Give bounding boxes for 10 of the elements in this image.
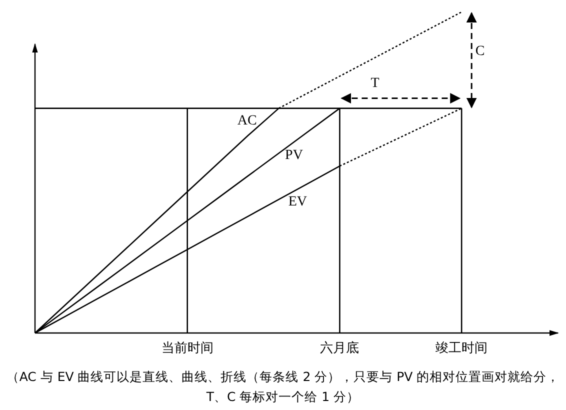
series-label: EV	[288, 194, 307, 210]
annotation: T	[370, 76, 380, 91]
text: T、C 每标对一个给 1 分）	[205, 389, 360, 404]
text: （AC 与 EV 曲线可以是直线、曲线、折线（每条线 2 分），只要与 PV 的相对位置画对就给分，	[6, 369, 560, 384]
x-tick-label: 竣工时间	[436, 341, 488, 356]
x-tick-label: 六月底	[320, 341, 360, 356]
series-label: PV	[285, 148, 303, 164]
series-label: AC	[237, 114, 257, 129]
annotation: C	[475, 44, 485, 59]
x-tick-label: 当前时间	[161, 341, 214, 356]
